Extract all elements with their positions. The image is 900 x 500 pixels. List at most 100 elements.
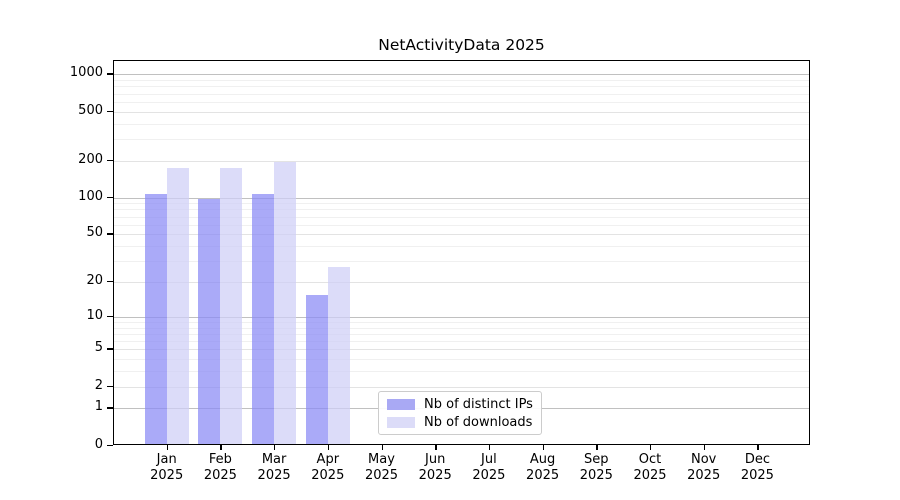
y-tick-label-100: 100: [78, 188, 103, 204]
y-tick-mark-1: [107, 407, 113, 409]
x-tick-mark-jun: [435, 445, 437, 450]
x-tick-label-dec: Dec 2025: [729, 452, 785, 484]
month-year: 2025: [418, 468, 452, 483]
y-tick-label-10: 10: [86, 307, 103, 323]
legend-label-distinct-ips: Nb of distinct IPs: [424, 396, 533, 412]
x-tick-label-jul: Jul 2025: [461, 452, 517, 484]
x-tick-label-oct: Oct 2025: [622, 452, 678, 484]
y-tick-mark-2: [107, 385, 113, 387]
month-year: 2025: [526, 468, 560, 483]
chart-title: NetActivityData 2025: [378, 36, 545, 54]
y-tick-label-500: 500: [78, 102, 103, 118]
y-tick-label-1: 1: [94, 399, 103, 415]
y-tick-mark-100: [107, 196, 113, 198]
gridline-900: [114, 80, 809, 81]
x-tick-label-aug: Aug 2025: [515, 452, 571, 484]
x-tick-mark-oct: [650, 445, 652, 450]
legend-item-downloads: Nb of downloads: [387, 415, 533, 430]
month-year: 2025: [579, 468, 613, 483]
y-tick-label-1000: 1000: [69, 65, 103, 81]
month-year: 2025: [257, 468, 291, 483]
bar-apr-downloads: [327, 266, 350, 444]
legend-swatch-downloads: [387, 416, 415, 428]
y-tick-mark-1000: [107, 73, 113, 75]
month-name: Sep: [584, 452, 609, 467]
x-tick-label-nov: Nov 2025: [676, 452, 732, 484]
gridline-5: [114, 349, 809, 351]
x-tick-mark-jul: [488, 445, 491, 450]
month-year: 2025: [472, 468, 506, 483]
gridline-1000: [114, 74, 809, 76]
month-year: 2025: [203, 468, 237, 483]
month-year: 2025: [740, 468, 774, 483]
y-tick-label-5: 5: [94, 340, 103, 356]
y-tick-mark-50: [107, 233, 113, 235]
month-year: 2025: [311, 468, 345, 483]
month-name: Nov: [691, 452, 717, 467]
legend-label-downloads: Nb of downloads: [424, 414, 533, 430]
legend-swatch-distinct-ips: [387, 398, 415, 410]
x-tick-label-jan: Jan 2025: [139, 452, 195, 484]
legend-item-distinct-ips: Nb of distinct IPs: [387, 397, 533, 412]
month-name: Mar: [261, 452, 287, 467]
month-name: Jun: [425, 452, 446, 467]
gridline-100: [114, 197, 809, 199]
gridline-200: [114, 160, 809, 162]
gridline-90: [114, 203, 809, 205]
month-year: 2025: [687, 468, 721, 483]
gridline-7: [114, 333, 809, 335]
x-tick-label-mar: Mar 2025: [246, 452, 302, 484]
y-tick-mark-20: [107, 280, 113, 283]
gridline-600: [114, 101, 809, 103]
gridline-30: [114, 261, 809, 262]
gridline-50: [114, 234, 809, 236]
y-tick-label-0: 0: [94, 436, 103, 452]
x-tick-mark-may: [381, 445, 383, 450]
y-tick-mark-0: [107, 444, 113, 446]
gridline-800: [114, 86, 809, 88]
plot-area: [113, 60, 810, 445]
x-tick-mark-aug: [542, 445, 544, 450]
month-name: Oct: [638, 452, 662, 467]
gridline-8: [114, 327, 809, 329]
bar-jan-downloads: [166, 167, 189, 444]
month-name: Jul: [481, 452, 497, 467]
month-name: May: [368, 452, 395, 467]
x-tick-mark-apr: [327, 445, 330, 450]
month-name: Apr: [316, 452, 340, 467]
gridline-300: [114, 138, 809, 140]
bar-apr-distinct-ips: [305, 295, 328, 444]
x-tick-mark-sep: [596, 445, 598, 450]
x-tick-mark-nov: [703, 445, 706, 450]
y-tick-label-200: 200: [78, 151, 103, 167]
gridline-4: [114, 359, 809, 360]
x-tick-label-may: May 2025: [354, 452, 410, 484]
gridline-3: [114, 371, 809, 372]
bar-mar-downloads: [274, 162, 297, 444]
y-tick-label-2: 2: [94, 377, 103, 393]
gridline-70: [114, 216, 809, 218]
month-year: 2025: [150, 468, 184, 483]
bar-jan-distinct-ips: [144, 193, 167, 444]
x-tick-mark-dec: [757, 445, 759, 450]
month-name: Dec: [744, 452, 770, 467]
month-year: 2025: [633, 468, 667, 483]
gridline-60: [114, 224, 809, 226]
bar-feb-distinct-ips: [198, 198, 221, 444]
legend: Nb of distinct IPs Nb of downloads: [378, 391, 542, 435]
gridline-700: [114, 93, 809, 95]
x-tick-mark-mar: [274, 445, 276, 450]
month-name: Aug: [529, 452, 556, 467]
x-tick-label-sep: Sep 2025: [568, 452, 624, 484]
bar-feb-downloads: [220, 167, 243, 444]
y-tick-label-20: 20: [86, 272, 103, 288]
x-tick-mark-feb: [220, 445, 222, 450]
month-name: Jan: [156, 452, 177, 467]
gridline-10: [114, 316, 809, 318]
month-year: 2025: [364, 468, 399, 483]
x-tick-label-apr: Apr 2025: [300, 452, 356, 484]
y-tick-mark-500: [107, 110, 113, 112]
x-tick-label-jun: Jun 2025: [407, 452, 463, 484]
x-tick-mark-jan: [166, 445, 169, 450]
